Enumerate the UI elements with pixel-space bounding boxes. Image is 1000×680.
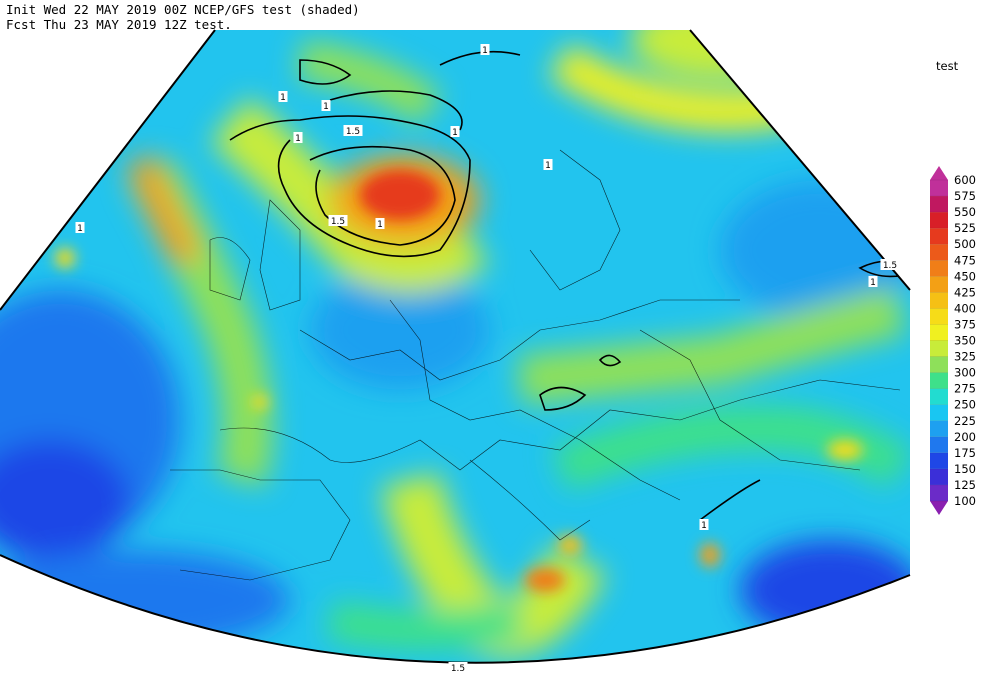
colorbar-label: 250 <box>954 398 976 412</box>
contour-label: 1 <box>482 46 488 56</box>
colorbar-label: 125 <box>954 478 976 492</box>
contour-label-bg <box>343 125 363 136</box>
contour-label-bg <box>699 519 709 530</box>
contour-labels: 1 1 1 1 1.5 1 1 1.5 1 1 1.5 1 1 1.5 <box>75 44 900 674</box>
colorbar-label: 500 <box>954 237 976 251</box>
contour-label-bg <box>375 218 385 229</box>
legend-title: test <box>936 59 959 73</box>
colorbar-box <box>930 276 948 293</box>
colorbar-label: 225 <box>954 414 976 428</box>
contour-label-bg <box>868 276 878 287</box>
colorbar-label: 375 <box>954 317 976 331</box>
contour-label-bg <box>321 100 331 111</box>
colorbar-label: 425 <box>954 285 976 299</box>
colorbar-box <box>930 468 948 485</box>
colorbar: 100 125 150 175 200 225 250 275 300 325 350 375 400 4… <box>930 166 976 515</box>
contour-label: 1 <box>77 224 83 234</box>
colorbar-label: 300 <box>954 366 976 380</box>
colorbar-label: 575 <box>954 189 976 203</box>
colorbar-box <box>930 308 948 325</box>
colorbar-box <box>930 404 948 421</box>
colorbar-box <box>930 180 948 197</box>
contour-label: 1 <box>701 521 707 531</box>
contour-label: 1.5 <box>451 664 465 674</box>
contour-label: 1 <box>452 128 458 138</box>
colorbar-box <box>930 228 948 245</box>
colorbar-label: 150 <box>954 462 976 476</box>
colorbar-label: 200 <box>954 430 976 444</box>
colorbar-box <box>930 196 948 213</box>
colorbar-box <box>930 212 948 229</box>
colorbar-label: 400 <box>954 301 976 315</box>
contour-label-bg <box>543 159 553 170</box>
colorbar-label: 275 <box>954 382 976 396</box>
contour-label-bg <box>75 222 85 233</box>
contour-label: 1 <box>295 134 301 144</box>
colorbar-box <box>930 452 948 469</box>
contour-label: 1 <box>280 93 286 103</box>
colorbar-box <box>930 356 948 373</box>
colorbar-label: 325 <box>954 350 976 364</box>
colorbar-box <box>930 244 948 261</box>
contour-label: 1 <box>870 278 876 288</box>
contour-label-bg <box>328 215 348 226</box>
contour-label: 1 <box>323 102 329 112</box>
contour-label-bg <box>448 662 468 673</box>
contour-label-bg <box>450 126 460 137</box>
contour-label: 1.5 <box>883 261 897 271</box>
colorbar-triangle <box>930 501 948 515</box>
contour-label-bg <box>278 91 288 102</box>
colorbar-triangle <box>930 166 948 180</box>
colorbar-label: 550 <box>954 205 976 219</box>
colorbar-box <box>930 340 948 357</box>
colorbar-label: 450 <box>954 269 976 283</box>
colorbar-label: 100 <box>954 494 976 508</box>
colorbar-box <box>930 292 948 309</box>
colorbar-box <box>930 324 948 341</box>
colorbar-box <box>930 420 948 437</box>
colorbar-box <box>930 484 948 501</box>
colorbar-box <box>930 372 948 389</box>
colorbar-label: 525 <box>954 221 976 235</box>
contour-label: 1.5 <box>346 127 360 137</box>
colorbar-box <box>930 388 948 405</box>
contour-label-bg <box>880 259 900 270</box>
colorbar-label: 475 <box>954 253 976 267</box>
borders <box>170 149 901 581</box>
contour-label-bg <box>293 132 303 143</box>
contour-label: 1 <box>545 161 551 171</box>
colorbar-box <box>930 436 948 453</box>
colorbar-label: 600 <box>954 173 976 187</box>
colorbar-label: 350 <box>954 334 976 348</box>
contour-label: 1.5 <box>331 217 345 227</box>
colorbar-box <box>930 260 948 277</box>
colorbar-label: 175 <box>954 446 976 460</box>
contour-label: 1 <box>377 220 383 230</box>
header-line: Fcst Thu 23 MAY 2019 12Z test. <box>6 17 232 32</box>
contour-label-bg <box>480 44 490 55</box>
header-line: Init Wed 22 MAY 2019 00Z NCEP/GFS test (… <box>6 2 360 17</box>
